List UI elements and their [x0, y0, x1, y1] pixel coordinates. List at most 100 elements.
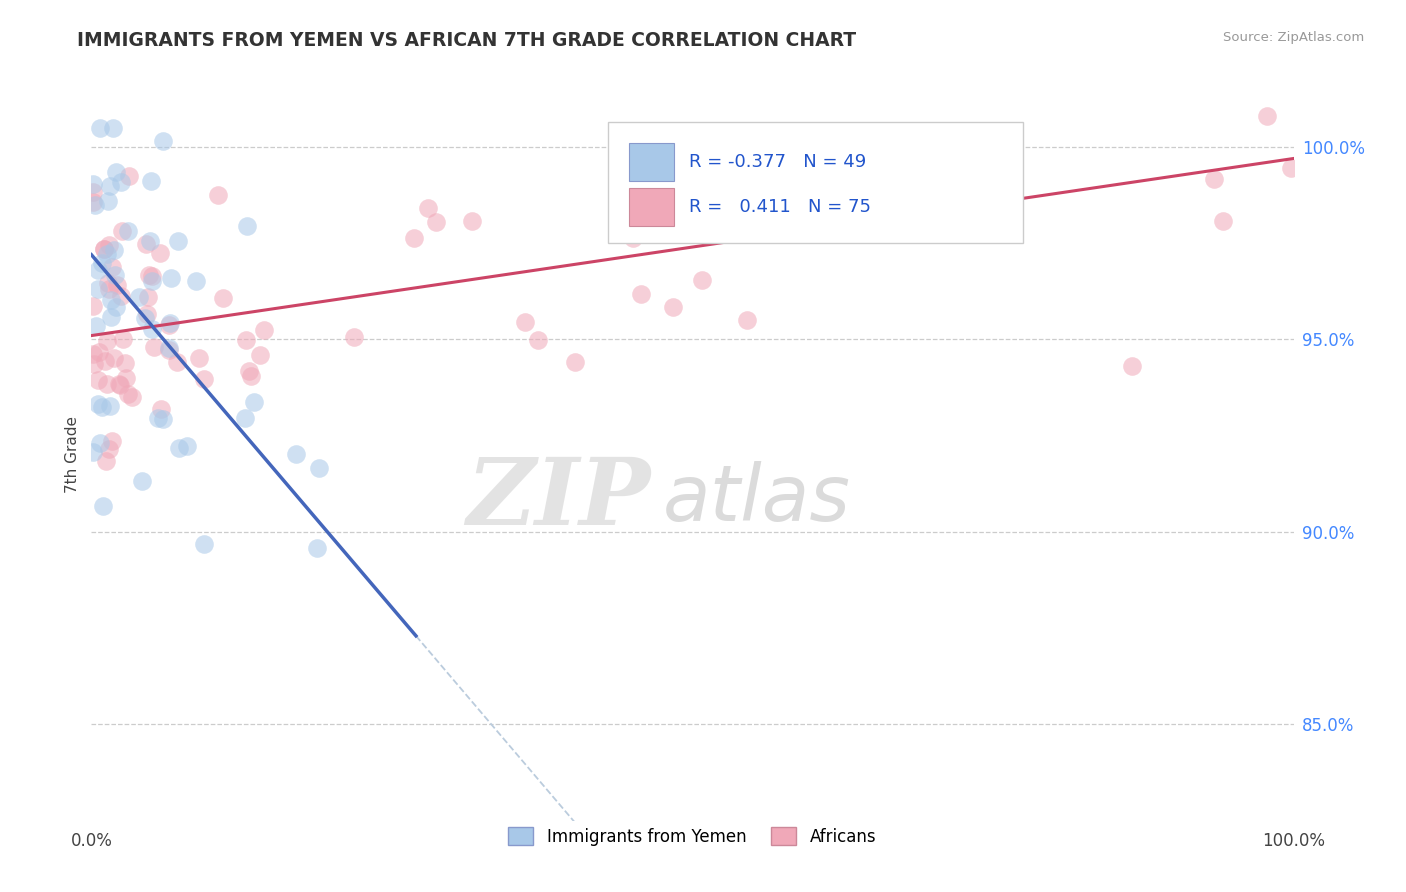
Point	[96, 277, 118, 291]
Point	[103, 351, 125, 365]
Point	[143, 340, 166, 354]
Point	[141, 274, 163, 288]
Point	[157, 343, 180, 357]
Point	[87, 373, 110, 387]
Point	[82, 177, 104, 191]
Point	[134, 311, 156, 326]
Point	[240, 369, 263, 384]
Point	[121, 390, 143, 404]
Point	[402, 231, 425, 245]
Point	[460, 214, 482, 228]
Point	[82, 445, 104, 459]
Point	[89, 435, 111, 450]
Point	[100, 293, 122, 307]
Point	[83, 357, 105, 371]
Text: IMMIGRANTS FROM YEMEN VS AFRICAN 7TH GRADE CORRELATION CHART: IMMIGRANTS FROM YEMEN VS AFRICAN 7TH GRA…	[77, 31, 856, 50]
Point	[308, 460, 330, 475]
Point	[692, 273, 714, 287]
Point	[93, 242, 115, 256]
Point	[105, 277, 128, 292]
Point	[896, 219, 918, 234]
Point	[103, 268, 125, 282]
Point	[166, 355, 188, 369]
Point	[235, 333, 257, 347]
Point	[84, 198, 107, 212]
Point	[97, 194, 120, 208]
Point	[94, 353, 117, 368]
Point	[135, 236, 157, 251]
Point	[111, 332, 134, 346]
Point	[115, 370, 138, 384]
Point	[662, 300, 685, 314]
Point	[285, 447, 308, 461]
Point	[98, 179, 121, 194]
Point	[1256, 109, 1278, 123]
Point	[91, 499, 114, 513]
Point	[118, 169, 141, 183]
Point	[193, 537, 215, 551]
Point	[139, 235, 162, 249]
Point	[683, 219, 706, 233]
Point	[96, 334, 118, 349]
Point	[621, 231, 644, 245]
Point	[418, 201, 440, 215]
Point	[149, 402, 172, 417]
Point	[238, 363, 260, 377]
Legend: Immigrants from Yemen, Africans: Immigrants from Yemen, Africans	[502, 821, 883, 853]
Point	[1204, 172, 1226, 186]
Point	[105, 300, 128, 314]
Point	[82, 299, 104, 313]
Point	[342, 330, 364, 344]
Point	[90, 256, 112, 270]
Point	[100, 434, 122, 448]
Point	[96, 246, 118, 260]
Point	[141, 269, 163, 284]
Point	[87, 263, 110, 277]
Point	[148, 411, 170, 425]
Point	[87, 282, 110, 296]
Point	[108, 378, 131, 392]
Point	[110, 289, 132, 303]
Point	[100, 310, 122, 324]
Point	[425, 215, 447, 229]
Point	[97, 282, 120, 296]
Point	[1212, 214, 1234, 228]
Point	[149, 246, 172, 260]
Point	[1121, 359, 1143, 373]
Point	[160, 271, 183, 285]
Point	[188, 351, 211, 366]
Point	[114, 356, 136, 370]
Point	[87, 397, 110, 411]
Point	[110, 175, 132, 189]
Point	[108, 376, 131, 391]
Bar	[628, 188, 675, 227]
Point	[87, 344, 110, 359]
Bar	[628, 143, 675, 181]
Point	[307, 541, 329, 555]
Point	[91, 400, 114, 414]
Point	[111, 224, 134, 238]
Point	[770, 128, 793, 142]
Point	[1279, 161, 1302, 176]
Point	[82, 185, 104, 199]
Point	[242, 395, 264, 409]
Point	[193, 372, 215, 386]
Point	[157, 341, 180, 355]
Point	[167, 441, 190, 455]
Y-axis label: 7th Grade: 7th Grade	[65, 417, 80, 493]
Point	[135, 308, 157, 322]
Point	[96, 377, 118, 392]
Point	[100, 399, 122, 413]
Point	[167, 235, 190, 249]
Point	[152, 134, 174, 148]
Point	[101, 120, 124, 135]
Point	[654, 154, 676, 169]
Point	[89, 120, 111, 135]
Point	[82, 195, 104, 210]
Point	[527, 334, 550, 348]
Point	[117, 387, 139, 401]
Point	[235, 410, 257, 425]
Point	[96, 454, 118, 468]
Point	[117, 224, 139, 238]
Text: ZIP: ZIP	[467, 454, 651, 544]
